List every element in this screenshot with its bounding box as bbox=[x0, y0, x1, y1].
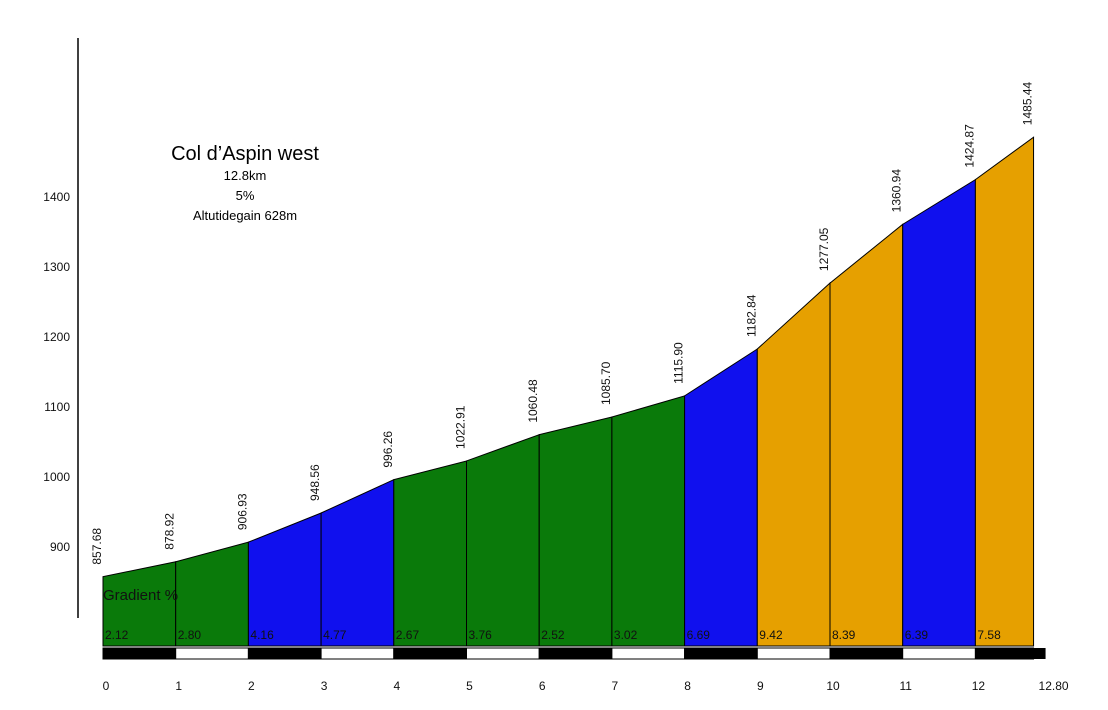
distance-scale-block bbox=[974, 647, 1035, 660]
x-tick-label: 11 bbox=[899, 679, 912, 693]
elevation-value-label: 1060.48 bbox=[526, 379, 540, 423]
profile-segment bbox=[538, 416, 613, 647]
x-tick-label: 9 bbox=[757, 679, 764, 693]
gradient-value-label: 3.02 bbox=[614, 628, 638, 642]
elevation-value-label: 996.26 bbox=[381, 431, 395, 468]
gradient-value-label: 6.69 bbox=[687, 628, 711, 642]
gradient-label-group: 2.12 2.80 4.16 4.77 2.67 3.76 2.52 3.02 6.69 9.42… bbox=[105, 628, 1001, 642]
distance-scale-block bbox=[611, 647, 686, 660]
subtitle-average-gradient: 5% bbox=[236, 188, 255, 203]
elevation-value-label: 1485.44 bbox=[1021, 81, 1035, 125]
distance-scale-block bbox=[466, 647, 540, 660]
distance-scale-end bbox=[1033, 648, 1046, 659]
subtitle-altitude-gain: Altutidegain 628m bbox=[193, 208, 297, 223]
subtitle-distance: 12.8km bbox=[224, 168, 267, 183]
x-tick-label: 2 bbox=[248, 679, 255, 693]
gradient-value-label: 4.77 bbox=[323, 628, 347, 642]
distance-scale-block bbox=[247, 647, 322, 660]
x-tick-label: 3 bbox=[321, 679, 328, 693]
distance-scale-block bbox=[538, 647, 613, 660]
distance-scale-block bbox=[829, 647, 904, 660]
y-tick-label: 1400 bbox=[43, 190, 70, 204]
elevation-value-label: 948.56 bbox=[308, 464, 322, 501]
elevation-value-label: 906.93 bbox=[235, 493, 249, 530]
distance-scale-block bbox=[393, 647, 467, 660]
elevation-value-label: 1277.05 bbox=[817, 227, 831, 271]
chart-title: Col d’Aspin west bbox=[171, 143, 319, 165]
gradient-value-label: 8.39 bbox=[832, 628, 856, 642]
y-axis: 900 1000 1100 1200 1300 1400 bbox=[43, 38, 79, 618]
x-tick-label: 6 bbox=[539, 679, 546, 693]
distance-scale-bar bbox=[102, 647, 1046, 660]
gradient-value-label: 2.80 bbox=[178, 628, 202, 642]
profile-segment bbox=[756, 281, 831, 647]
distance-scale-block bbox=[684, 647, 758, 660]
elevation-value-label: 1360.94 bbox=[890, 169, 904, 213]
x-tick-label: 1 bbox=[175, 679, 182, 693]
x-tick-label: 12.80 bbox=[1039, 679, 1069, 693]
profile-segment bbox=[684, 348, 758, 647]
distance-scale-block bbox=[902, 647, 976, 660]
profile-segment bbox=[393, 460, 467, 647]
distance-scale-block bbox=[175, 647, 249, 660]
gradient-percent-label: Gradient % bbox=[103, 587, 178, 604]
distance-scale-block bbox=[756, 647, 831, 660]
gradient-value-label: 3.76 bbox=[469, 628, 493, 642]
gradient-value-label: 9.42 bbox=[759, 628, 783, 642]
distance-scale-block bbox=[320, 647, 395, 660]
profile-segment bbox=[611, 395, 686, 647]
gradient-value-label: 7.58 bbox=[977, 628, 1001, 642]
elevation-value-label: 1115.90 bbox=[672, 342, 686, 384]
distance-scale-block bbox=[102, 647, 177, 660]
gradient-value-label: 2.67 bbox=[396, 628, 420, 642]
profile-segment bbox=[466, 433, 540, 647]
x-tick-label: 8 bbox=[684, 679, 691, 693]
gradient-value-label: 2.12 bbox=[105, 628, 129, 642]
x-axis-tick-group: 0 1 2 3 4 5 6 7 8 9 10 11 12 12.80 bbox=[103, 679, 1069, 693]
y-tick-label: 1300 bbox=[43, 260, 70, 274]
segment-group bbox=[102, 136, 1035, 647]
gradient-value-label: 2.52 bbox=[541, 628, 565, 642]
x-tick-label: 10 bbox=[826, 679, 840, 693]
elevation-value-label: 1022.91 bbox=[454, 405, 468, 449]
profile-segment bbox=[829, 223, 904, 647]
y-tick-label: 1100 bbox=[44, 400, 70, 414]
gradient-value-label: 6.39 bbox=[905, 628, 929, 642]
y-tick-label: 1000 bbox=[43, 470, 70, 484]
elevation-value-label: 878.92 bbox=[163, 513, 177, 550]
x-tick-label: 4 bbox=[393, 679, 400, 693]
profile-segment bbox=[320, 478, 395, 647]
elevation-value-label: 1424.87 bbox=[962, 124, 976, 168]
elevation-value-label: 1182.84 bbox=[744, 294, 758, 337]
y-tick-label: 900 bbox=[50, 540, 70, 554]
y-tick-label: 1200 bbox=[43, 330, 70, 344]
x-tick-label: 5 bbox=[466, 679, 473, 693]
profile-segment bbox=[247, 512, 322, 647]
x-tick-label: 12 bbox=[972, 679, 986, 693]
elevation-value-label: 857.68 bbox=[90, 528, 104, 565]
profile-segment bbox=[974, 136, 1035, 647]
x-tick-label: 7 bbox=[612, 679, 619, 693]
gradient-value-label: 4.16 bbox=[250, 628, 274, 642]
elevation-value-label: 1085.70 bbox=[599, 361, 613, 405]
x-tick-label: 0 bbox=[103, 679, 110, 693]
profile-segment bbox=[902, 178, 976, 647]
elevation-label-group: 857.68 878.92 906.93 948.56 996.26 1022.91 106… bbox=[90, 81, 1035, 564]
